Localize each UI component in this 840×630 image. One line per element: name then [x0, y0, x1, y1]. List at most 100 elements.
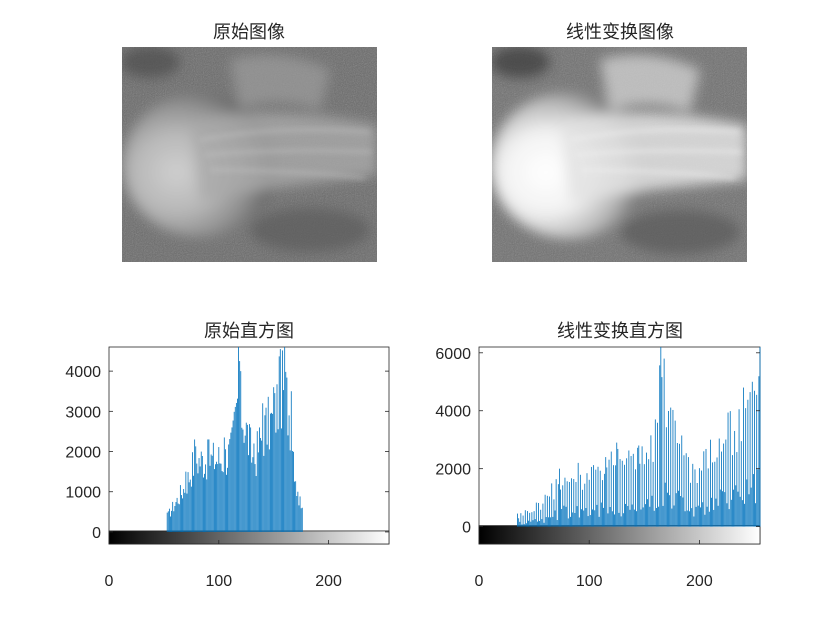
plot-area: [108, 346, 390, 545]
histogram-bar: [618, 512, 620, 527]
histogram-bar: [546, 495, 548, 527]
histogram-bar: [211, 455, 213, 532]
histogram-bar: [192, 452, 193, 532]
histogram-bar: [214, 469, 215, 532]
histogram-bar: [556, 520, 558, 527]
histogram-bar: [673, 505, 675, 527]
histogram-bar: [519, 521, 521, 527]
histogram-bar: [665, 427, 667, 527]
histogram-bar: [638, 445, 640, 527]
histogram-bar: [531, 512, 533, 527]
histogram-bar: [658, 506, 660, 527]
histogram-bar: [252, 457, 254, 532]
histogram-bar: [267, 396, 269, 532]
histogram-bar: [520, 513, 522, 527]
histogram-bar: [529, 512, 531, 527]
histogram-bar: [285, 371, 287, 532]
histogram-bar: [237, 398, 238, 532]
histogram-bar: [716, 457, 718, 527]
histogram-bar: [633, 509, 635, 527]
histogram-bar: [619, 459, 621, 527]
histogram-bar: [226, 474, 227, 532]
histogram-bar: [270, 413, 271, 532]
histogram-bar: [604, 473, 606, 527]
histogram-bar: [597, 466, 599, 527]
histogram-bar: [715, 498, 717, 527]
histogram-bar: [203, 477, 204, 532]
histogram-bar: [208, 439, 210, 532]
histogram-bar: [568, 481, 570, 527]
image-title-original: 原始图像: [213, 22, 285, 43]
histogram-bar: [175, 502, 177, 532]
histogram-bar: [176, 497, 178, 532]
histogram-bar: [218, 447, 220, 532]
histogram-bar: [265, 407, 267, 532]
histogram-bar: [714, 461, 716, 527]
histogram-bar: [545, 517, 547, 527]
histogram-bar: [735, 485, 737, 527]
histogram-bar: [643, 464, 645, 527]
histogram-bar: [695, 506, 697, 527]
histogram-bar: [539, 520, 541, 527]
histogram-bar: [632, 453, 634, 527]
histogram-bar: [219, 463, 221, 532]
histogram-bar: [606, 467, 608, 527]
histogram-bar: [592, 509, 593, 527]
histogram-bar: [656, 508, 657, 527]
histogram-bar: [576, 506, 578, 527]
histogram-bar: [181, 495, 182, 532]
histogram-bar: [212, 442, 214, 532]
histogram-bar: [608, 459, 610, 527]
histogram-bar: [193, 475, 194, 532]
histogram-bar: [273, 387, 275, 532]
histogram-bar: [615, 465, 617, 527]
histogram-bar: [167, 511, 169, 532]
histogram-bar: [562, 485, 564, 527]
histogram-bar: [177, 503, 179, 532]
histogram-bar: [685, 453, 687, 527]
histogram-bar: [534, 519, 536, 527]
histogram-bar: [579, 474, 581, 527]
histogram-bar: [533, 511, 535, 527]
histogram-bar: [571, 478, 572, 527]
histogram-bar: [749, 392, 751, 527]
histogram-title-linear: 线性变换直方图: [557, 321, 683, 342]
histogram-title-original: 原始直方图: [204, 321, 294, 342]
histogram-bar: [231, 427, 233, 532]
histogram-bar: [721, 451, 722, 527]
histogram-bar: [629, 509, 631, 527]
histogram-bar: [689, 511, 690, 527]
histogram-bar: [697, 505, 699, 527]
y-tick-label: 4000: [435, 404, 471, 421]
histogram-bar: [755, 503, 757, 527]
histogram-bar: [567, 518, 569, 527]
histogram-bar: [701, 470, 703, 527]
histogram-bar: [548, 517, 549, 527]
histogram-bar: [671, 508, 673, 527]
histogram-bar: [593, 465, 595, 527]
histogram-bar: [750, 487, 752, 527]
histogram-bar: [282, 350, 283, 532]
histogram-bar: [266, 444, 268, 532]
histogram-bar: [244, 435, 246, 532]
histogram-bar: [680, 495, 682, 527]
histogram-bar: [692, 463, 694, 527]
histogram-bar: [182, 498, 183, 532]
histogram-bar: [197, 473, 199, 532]
histogram-bar: [279, 349, 281, 532]
histogram-bar: [588, 479, 590, 527]
histogram-bar: [704, 514, 706, 527]
histogram-bar: [542, 503, 544, 527]
histogram-bar: [700, 507, 701, 527]
histogram-bar: [271, 412, 272, 532]
image-title-linear: 线性变换图像: [566, 22, 674, 43]
histogram-bar: [187, 472, 189, 532]
y-tick-label: 1000: [65, 485, 101, 502]
x-tick-label: 200: [315, 573, 342, 590]
histogram-bar: [295, 481, 297, 532]
histogram-bar: [178, 504, 180, 532]
histogram-bar: [717, 505, 719, 527]
histogram-bar: [263, 455, 265, 532]
histogram-bar: [754, 390, 755, 527]
histogram-bar: [188, 482, 190, 532]
